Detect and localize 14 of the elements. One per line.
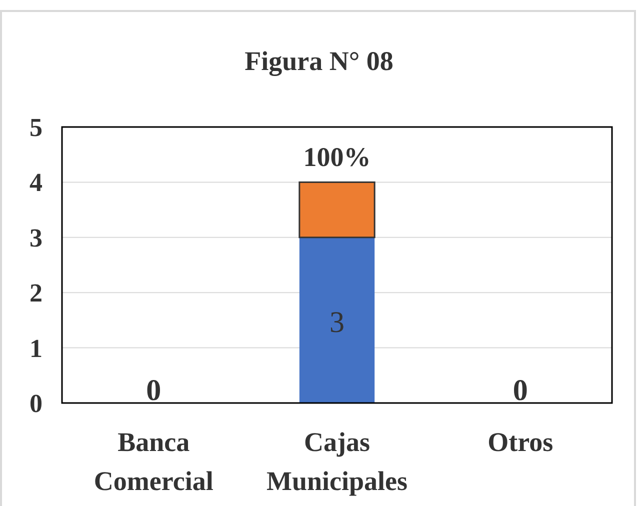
x-tick-label: Banca Comercial <box>94 427 214 496</box>
y-tick-label: 0 <box>30 389 42 418</box>
data-label: 0 <box>512 374 528 407</box>
data-label: 0 <box>146 374 162 407</box>
y-tick-label: 1 <box>30 334 42 363</box>
data-label: 3 <box>330 306 344 340</box>
y-tick-label: 2 <box>30 278 42 308</box>
chart-title: Figura N° 08 <box>244 46 394 76</box>
y-tick-label: 5 <box>30 113 42 142</box>
data-label: 100% <box>303 142 371 172</box>
y-tick-label: 4 <box>30 168 42 198</box>
y-tick-label: 3 <box>30 223 42 252</box>
x-tick-label: Cajas Municipales <box>266 427 408 496</box>
x-tick-label: Otros <box>488 427 554 457</box>
